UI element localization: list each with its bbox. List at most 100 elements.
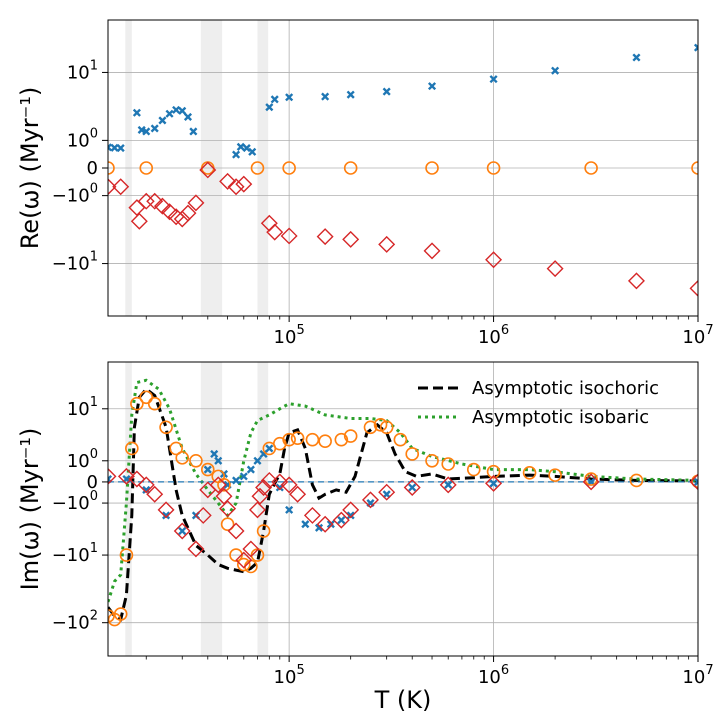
data-point-diamond [485,251,503,269]
data-point-circle [425,453,439,468]
data-point-circle [159,420,173,435]
data-point-x [427,82,437,91]
data-point-diamond [173,210,191,228]
y-tick-label: 101 [67,58,98,83]
legend-label: Asymptotic isochoric [472,378,659,399]
tick-base: −10 [52,545,90,566]
data-point-x [265,103,274,112]
data-point-circle [343,429,358,443]
data-point-circle [305,432,320,447]
tick-exponent: 1 [90,395,98,410]
data-point-diamond [248,501,266,519]
legend: Asymptotic isochoric Asymptotic isobaric [418,378,659,428]
data-point-diamond [280,476,298,494]
data-point-x [693,43,698,52]
data-point-x [150,124,159,133]
data-point-diamond [219,172,237,190]
data-point-diamond [112,178,130,196]
data-point-diamond [153,197,171,215]
data-point-diamond [137,192,155,210]
data-point-diamond [173,522,191,540]
tick-exponent: 0 [90,489,98,504]
data-point-diamond [117,467,135,485]
data-point-diamond [108,467,117,485]
x-tick-label: 107 [682,323,713,348]
x-axis-label: T (K) [374,686,432,714]
data-point-x [210,449,219,459]
tick-base: 10 [67,130,90,151]
data-point-x [265,444,274,453]
data-point-diamond [342,501,360,519]
data-point-diamond [280,227,298,245]
data-point-circle [548,468,562,482]
data-point-circle [441,457,456,471]
x-tick-label: 106 [478,663,509,688]
data-point-diamond [209,476,227,494]
data-point-diamond [199,161,217,179]
y-tick-label: −101 [52,541,98,566]
data-point-diamond [194,506,212,524]
y-tick-label: −100 [52,182,98,207]
tick-base: 10 [274,327,297,348]
data-point-circle [373,418,388,432]
data-point-x [489,75,498,84]
data-point-x [232,150,241,159]
data-point-diamond [271,473,289,491]
data-point-circle [486,464,501,479]
y-tick-label: 100 [67,126,98,151]
tick-exponent: 1 [90,250,98,265]
series-mode-3 [108,467,698,569]
data-point-x [239,472,248,481]
y-axis-label: Re(ω) (Myr⁻¹) [16,87,44,250]
x-tick-label: 105 [274,323,305,348]
data-point-diamond [219,500,237,518]
tick-base: −10 [52,493,90,514]
data-point-diamond [179,204,197,222]
data-point-diamond [187,194,205,212]
tick-base: 10 [67,399,90,420]
tick-exponent: 7 [705,663,713,678]
data-point-x [248,147,257,156]
data-point-x [314,523,324,532]
data-point-circle [466,462,481,477]
data-point-circle [256,524,271,538]
data-point-circle [119,548,134,562]
data-point-x [165,109,174,118]
data-point-diamond [332,511,350,529]
data-point-diamond [316,228,334,246]
data-point-x [108,143,113,152]
x-tick-label: 107 [682,663,713,688]
data-point-diamond [137,476,155,494]
data-point-x [236,142,245,151]
data-point-circle [130,396,144,411]
data-point-diamond [227,522,245,540]
tick-base: 10 [67,451,90,472]
data-point-circle [405,447,420,461]
data-point-diamond [378,483,396,501]
shaded-band [200,362,223,656]
axes-frame [107,361,699,657]
data-point-diamond [242,540,260,558]
data-point-x [259,449,268,459]
data-point-circle [282,161,296,175]
y-tick-label: 100 [67,447,98,472]
data-point-circle [522,465,537,480]
data-point-diamond [582,473,600,491]
tick-base: 10 [478,667,501,688]
data-point-x [337,516,346,525]
data-point-circle [629,473,644,488]
data-point-circle [282,432,296,447]
data-point-x [382,87,391,96]
tick-exponent: 0 [90,447,98,462]
data-point-diamond [423,242,441,260]
series-line [108,378,698,603]
data-point-circle [425,161,439,175]
shaded-band [257,362,269,656]
data-point-circle [139,161,154,175]
data-point-diamond [157,501,175,519]
data-point-diamond [255,478,273,496]
data-point-diamond [266,223,284,241]
data-point-x [382,490,391,499]
tick-exponent: 0 [90,182,98,197]
data-point-circle [318,434,332,449]
